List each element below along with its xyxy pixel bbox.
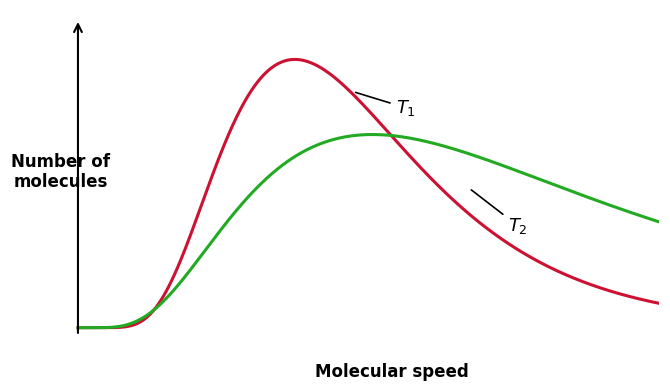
Text: $T_1$: $T_1$	[356, 92, 415, 118]
Text: Number of
molecules: Number of molecules	[11, 153, 111, 191]
Text: Molecular speed: Molecular speed	[315, 363, 468, 381]
Text: $T_2$: $T_2$	[471, 190, 527, 236]
